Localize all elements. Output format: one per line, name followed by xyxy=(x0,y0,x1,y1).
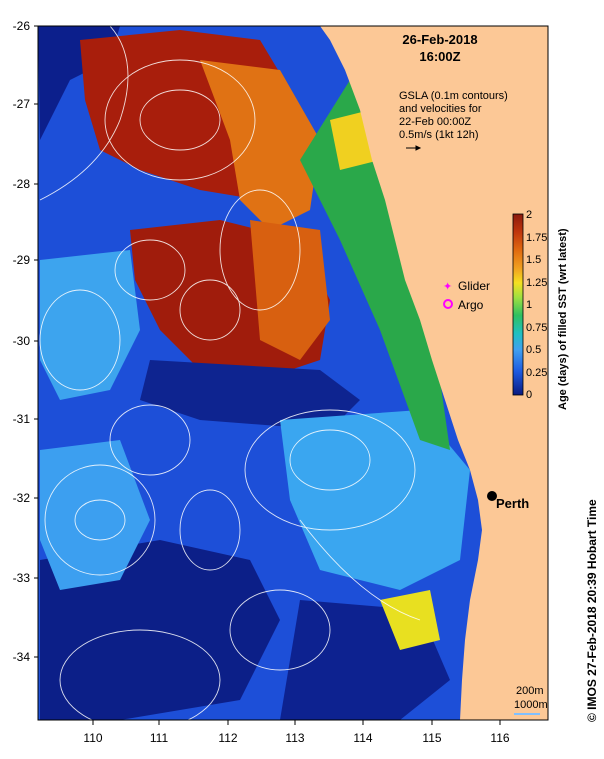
lat-label: -26 xyxy=(13,19,31,33)
colorbar-tick: 1 xyxy=(526,299,532,311)
orange-region-north xyxy=(200,60,320,230)
lat-label: -31 xyxy=(13,412,31,426)
credit-text: © IMOS 27-Feb-2018 20:39 Hobart Time xyxy=(585,499,599,722)
colorbar-tick: 1.5 xyxy=(526,254,541,266)
glider-symbol: ✦ xyxy=(443,281,452,293)
argo-label: Argo xyxy=(458,298,484,312)
light-blue-region-sw xyxy=(40,440,150,590)
gsla-line: 22-Feb 00:00Z xyxy=(399,116,471,128)
map-time: 16:00Z xyxy=(419,49,460,64)
isobath-200m-label: 200m xyxy=(516,685,544,697)
lat-label: -27 xyxy=(13,97,31,111)
latitude-axis: -26 -27 -28 -29 -30 -31 -32 -33 -34 xyxy=(13,19,31,664)
lat-label: -34 xyxy=(13,650,31,664)
colorbar-tick: 1.75 xyxy=(526,232,547,244)
map-date: 26-Feb-2018 xyxy=(402,32,477,47)
light-blue-region-west xyxy=(40,250,140,400)
colorbar-tick: 0.25 xyxy=(526,367,547,379)
map-area xyxy=(38,26,548,720)
glider-label: Glider xyxy=(458,279,490,293)
gsla-line: GSLA (0.1m contours) xyxy=(399,90,508,102)
gsla-info: GSLA (0.1m contours) and velocities for … xyxy=(399,90,508,141)
colorbar-tick: 0.5 xyxy=(526,344,541,356)
gsla-contours xyxy=(39,26,421,720)
yellow-coastal-patch xyxy=(380,590,440,650)
lat-label: -32 xyxy=(13,491,31,505)
gsla-line: and velocities for xyxy=(399,103,482,115)
argo-symbol xyxy=(443,299,453,309)
lat-label: -30 xyxy=(13,334,31,348)
land-western-australia xyxy=(320,26,548,720)
platform-legend: ✦ Glider Argo xyxy=(443,279,490,312)
lon-label: 110 xyxy=(83,731,102,745)
light-blue-region-central xyxy=(280,410,470,590)
lat-label: -28 xyxy=(13,177,31,191)
lat-label: -33 xyxy=(13,571,31,585)
colorbar-tick: 1.25 xyxy=(526,277,547,289)
lon-label: 111 xyxy=(150,731,169,745)
gsla-line: 0.5m/s (1kt 12h) xyxy=(399,129,478,141)
perth-label: Perth xyxy=(496,496,529,511)
lon-label: 115 xyxy=(422,731,441,745)
lat-label: -29 xyxy=(13,253,31,267)
longitude-ticks xyxy=(92,720,501,725)
colorbar-tick: 0 xyxy=(526,389,532,401)
green-coastal-strip xyxy=(300,80,450,450)
longitude-axis: 110 111 112 113 114 115 116 xyxy=(83,731,509,745)
colorbar-tick: 0.75 xyxy=(526,322,547,334)
lon-label: 113 xyxy=(285,731,304,745)
velocity-scale-arrow xyxy=(406,145,422,151)
latitude-ticks xyxy=(34,25,38,658)
colorbar-ticks: 2 1.75 1.5 1.25 1 0.75 0.5 0.25 0 xyxy=(526,209,547,401)
isobath-1000m-label: 1000m xyxy=(514,699,548,711)
perth-marker xyxy=(487,491,497,501)
colorbar-tick: 2 xyxy=(526,209,532,221)
map-frame xyxy=(37,25,549,721)
isobath-legend: 200m 1000m xyxy=(514,685,548,715)
colorbar-title: Age (days) of filled SST (wrt latest) xyxy=(557,228,569,410)
lon-label: 116 xyxy=(490,731,509,745)
lon-label: 114 xyxy=(353,731,372,745)
colorbar xyxy=(512,213,524,396)
lon-label: 112 xyxy=(218,731,237,745)
